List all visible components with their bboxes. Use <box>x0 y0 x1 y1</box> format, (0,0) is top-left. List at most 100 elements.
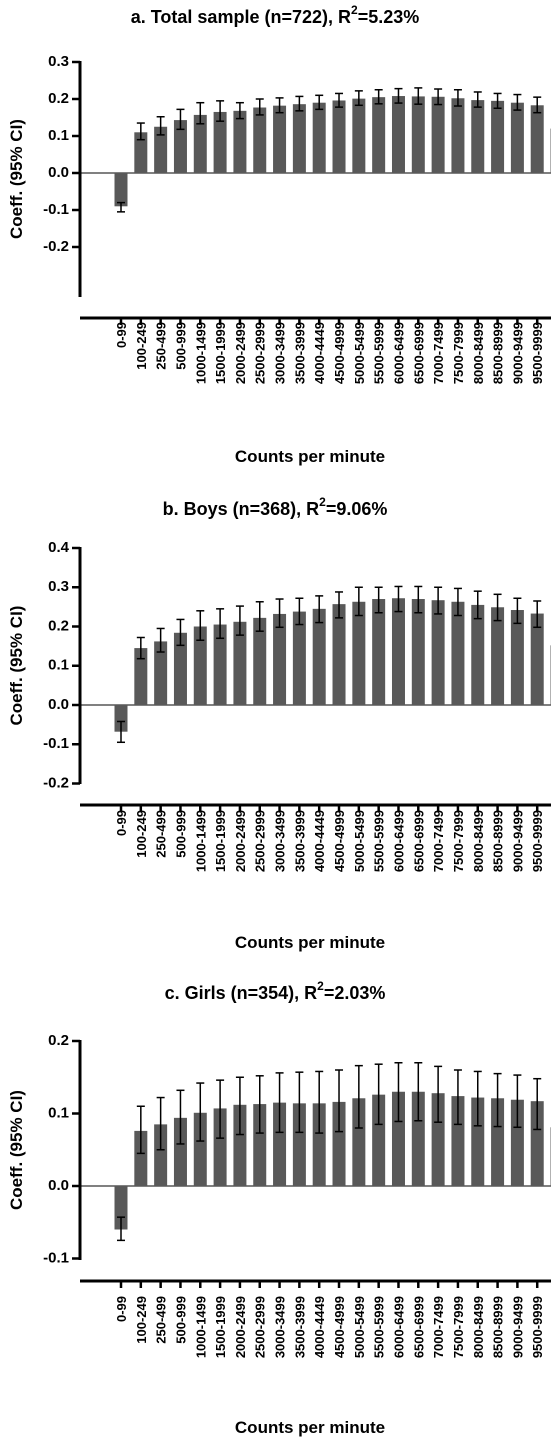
x-tick-label: 8000-8499 <box>471 322 486 384</box>
x-tick-label: 500-999 <box>173 810 188 858</box>
y-tick-label: 0.2 <box>48 1032 69 1049</box>
bar <box>510 102 524 173</box>
x-tick-label: 1500-1999 <box>213 322 228 384</box>
error-bar <box>216 100 225 122</box>
error-bar <box>533 600 542 629</box>
y-tick-label: 0.0 <box>48 164 69 181</box>
bar <box>233 110 247 173</box>
bar <box>451 601 465 705</box>
y-tick-label: 0.2 <box>48 617 69 634</box>
bar <box>134 1130 148 1186</box>
error-bar <box>136 1105 145 1155</box>
error-bar <box>295 597 304 626</box>
error-bar <box>176 1089 185 1145</box>
bar <box>491 607 505 705</box>
error-bar <box>275 1072 284 1134</box>
bar <box>253 617 267 705</box>
chart-title: a. Total sample (n=722), R2=5.23% <box>131 3 420 27</box>
x-tick-label: 3000-3499 <box>273 322 288 384</box>
bar <box>411 96 425 173</box>
x-tick-label: 8500-8999 <box>491 810 506 872</box>
x-tick-label: 7000-7499 <box>431 810 446 872</box>
y-tick-label: 0.0 <box>48 696 69 713</box>
bar <box>471 604 485 705</box>
error-bar <box>414 1062 423 1122</box>
error-bar <box>374 1063 383 1126</box>
bar <box>173 632 187 705</box>
error-bar <box>176 618 185 647</box>
bar <box>292 1103 306 1186</box>
error-bar <box>513 1074 522 1129</box>
x-tick-label: 2500-2999 <box>253 810 268 872</box>
bar <box>193 1112 207 1186</box>
x-tick-label: 8000-8499 <box>471 810 486 872</box>
error-bar <box>354 586 363 617</box>
x-tick-label: 500-999 <box>173 322 188 370</box>
bar <box>391 96 405 173</box>
error-bar <box>453 89 462 107</box>
x-tick-label: 250-499 <box>154 322 169 370</box>
x-tick-label: 0-99 <box>114 810 129 836</box>
x-tick-label: 1000-1499 <box>193 322 208 384</box>
error-bar <box>493 593 502 622</box>
bar <box>352 601 366 705</box>
bar <box>273 105 287 173</box>
bar <box>292 611 306 705</box>
error-bar <box>117 720 125 744</box>
x-tick-label: 5500-5999 <box>372 810 387 872</box>
y-tick-label: 0.1 <box>48 657 69 674</box>
error-bar <box>493 1072 502 1128</box>
error-bar <box>414 585 423 614</box>
x-tick-label: 4000-4449 <box>312 322 327 384</box>
error-bar <box>117 201 125 213</box>
error-bar <box>255 98 264 116</box>
error-bar <box>315 1070 324 1134</box>
bar <box>332 100 346 173</box>
bar <box>510 1099 524 1186</box>
bar <box>114 1186 128 1230</box>
error-bar <box>216 1079 225 1139</box>
bar <box>312 608 326 705</box>
bar <box>411 599 425 705</box>
x-tick-label: 3500-3999 <box>292 810 307 872</box>
bar <box>154 1124 168 1186</box>
x-tick-label: 1500-1999 <box>213 1296 228 1358</box>
x-tick-label: 7000-7499 <box>431 1296 446 1358</box>
bar <box>134 648 148 705</box>
bar <box>391 598 405 705</box>
x-tick-label: 1000-1499 <box>193 810 208 872</box>
error-bar <box>374 586 383 614</box>
x-tick-label: 4500-4999 <box>332 322 347 384</box>
y-tick-label: -0.1 <box>43 735 69 752</box>
x-tick-label: 6500-6999 <box>411 810 426 872</box>
bar <box>530 105 544 173</box>
x-tick-label: 9000-9499 <box>510 322 525 384</box>
error-bar <box>196 1082 205 1142</box>
bar <box>312 1103 326 1186</box>
bar <box>273 1102 287 1186</box>
error-bar <box>315 94 324 111</box>
error-bar <box>513 597 522 625</box>
bar <box>134 132 148 173</box>
x-tick-label: 7500-7999 <box>451 810 466 872</box>
error-bar <box>295 95 304 112</box>
bar <box>431 96 445 173</box>
x-tick-label: 9500-9999 <box>530 322 545 384</box>
x-tick-label: 0-99 <box>114 1296 129 1322</box>
y-tick-label: 0.2 <box>48 90 69 107</box>
bar <box>114 705 128 732</box>
bar <box>391 1091 405 1186</box>
bar <box>154 641 168 705</box>
y-tick-label: 0.4 <box>48 539 70 556</box>
x-tick-label: 2500-2999 <box>253 1296 268 1358</box>
x-tick-label: 100-249 <box>134 322 149 370</box>
bar <box>213 624 227 705</box>
x-tick-label: 5500-5999 <box>372 1296 387 1358</box>
y-tick-label: 0.1 <box>48 1104 69 1121</box>
x-tick-label: 2000-2499 <box>233 1296 248 1358</box>
x-tick-label: 250-499 <box>154 810 169 858</box>
x-tick-label: 4000-4449 <box>312 810 327 872</box>
bar <box>193 626 207 705</box>
bar <box>372 97 386 173</box>
y-axis-label: Coeff. (95% CI) <box>7 119 26 239</box>
